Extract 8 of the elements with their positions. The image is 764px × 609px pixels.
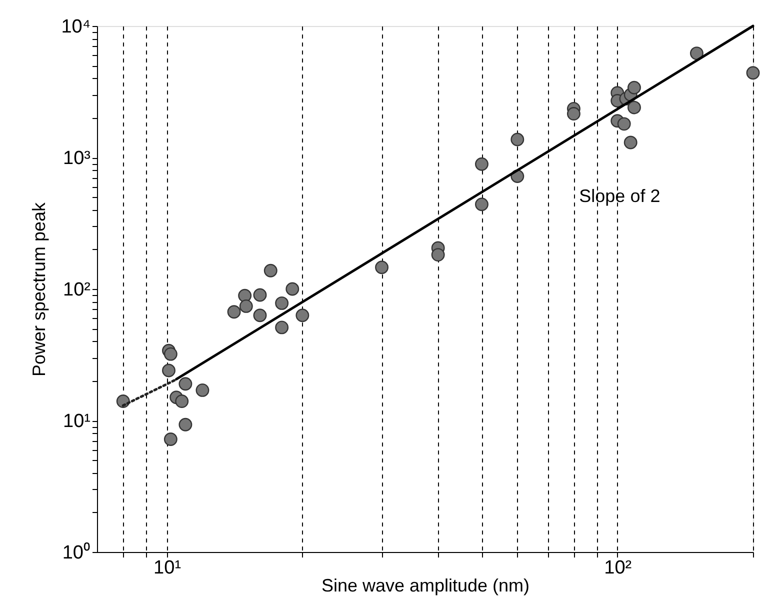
x-axis-title: Sine wave amplitude (nm) (321, 576, 530, 596)
y-tick-label: 10⁴ (61, 16, 90, 38)
annotation: Slope of 2 (579, 186, 660, 206)
y-axis-title: Power spectrum peak (29, 201, 50, 377)
y-tick-label: 10³ (63, 148, 90, 169)
y-tick-label: 10⁰ (62, 542, 90, 564)
y-tick-label: 10² (63, 280, 90, 300)
y-tick-label: 10¹ (63, 411, 90, 432)
